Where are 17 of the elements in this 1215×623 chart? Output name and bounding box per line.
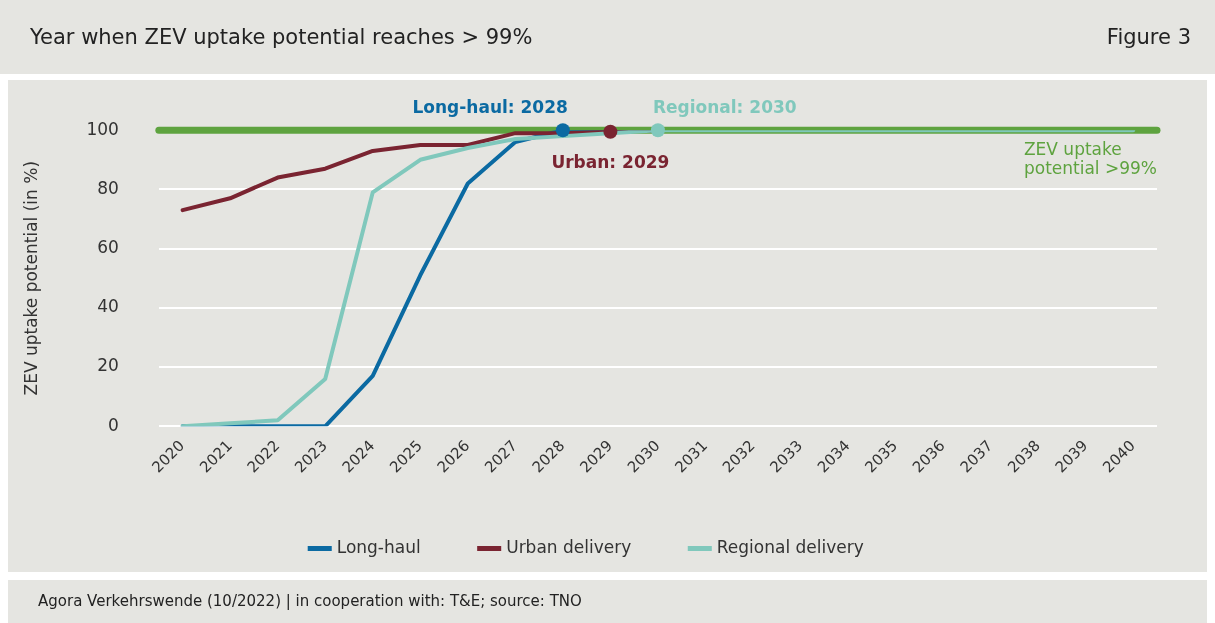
legend-label: Long-haul <box>336 536 421 557</box>
y-tick-label: 0 <box>108 414 119 435</box>
legend-label: Regional delivery <box>716 536 864 557</box>
text: Agora Verkehrswende (10/2022) | in cooperation with: T&E; source: TNO <box>8 580 1207 623</box>
annotation: Long-haul: 2028 <box>412 96 568 117</box>
y-tick-label: 80 <box>97 177 119 198</box>
y-tick-label: 20 <box>97 355 119 376</box>
annotation: Regional: 2030 <box>652 96 797 117</box>
legend-label: Urban delivery <box>506 536 632 557</box>
y-tick-label: 60 <box>97 237 119 258</box>
chart-title: Year when ZEV uptake potential reaches > 99% <box>30 25 533 49</box>
ref-line-label: ZEV uptake potential >99% <box>1023 139 1158 179</box>
annotation: Urban: 2029 <box>551 152 670 173</box>
y-axis-title: ZEV uptake potential (in %) <box>20 160 41 396</box>
y-tick-label: 40 <box>97 296 119 317</box>
caption: Figure 3 <box>1106 25 1191 49</box>
y-tick-label: 100 <box>86 118 119 139</box>
